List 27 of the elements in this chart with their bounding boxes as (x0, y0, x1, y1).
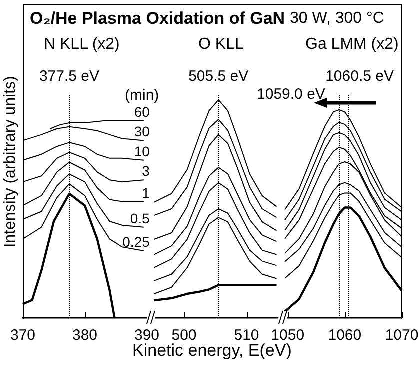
series-label: 60 (134, 104, 150, 120)
series-label: 10 (134, 143, 150, 160)
y-axis-title: Intensity (arbitrary units) (2, 76, 20, 248)
text: N KLL (x2) (44, 36, 120, 54)
series-label: 30 (134, 124, 150, 140)
x-tick-label: 380 (72, 327, 98, 344)
series-label: 1 (142, 184, 150, 201)
chart-title: O₂/He Plasma Oxidation of GaN (30, 9, 286, 29)
series-label: 0.5 (130, 210, 150, 226)
ref-line-label: 377.5 eV (39, 68, 100, 85)
x-tick-label: 390 (134, 327, 160, 344)
series-label: 3 (142, 163, 150, 180)
x-tick-label: 1060 (328, 327, 362, 344)
text: Ga LMM (x2) (306, 36, 399, 54)
x-tick-label: 510 (234, 327, 260, 344)
x-tick-label: 500 (172, 327, 197, 344)
legend-title: (min) (125, 87, 160, 104)
x-tick-label: 1050 (271, 327, 305, 344)
ref-line-label: 1060.5 eV (326, 68, 394, 85)
series-label: 0.25 (122, 234, 150, 250)
ref-line-label: 1059.0 eV (257, 86, 326, 103)
ref-line-label: 505.5 eV (188, 68, 249, 85)
x-axis-title: Kinetic energy, E(eV) (132, 341, 292, 361)
x-tick-label: 370 (10, 327, 36, 344)
text: O KLL (198, 36, 244, 54)
chart-subtitle: 30 W, 300 °C (290, 10, 384, 28)
x-tick-label: 1070 (385, 327, 418, 344)
